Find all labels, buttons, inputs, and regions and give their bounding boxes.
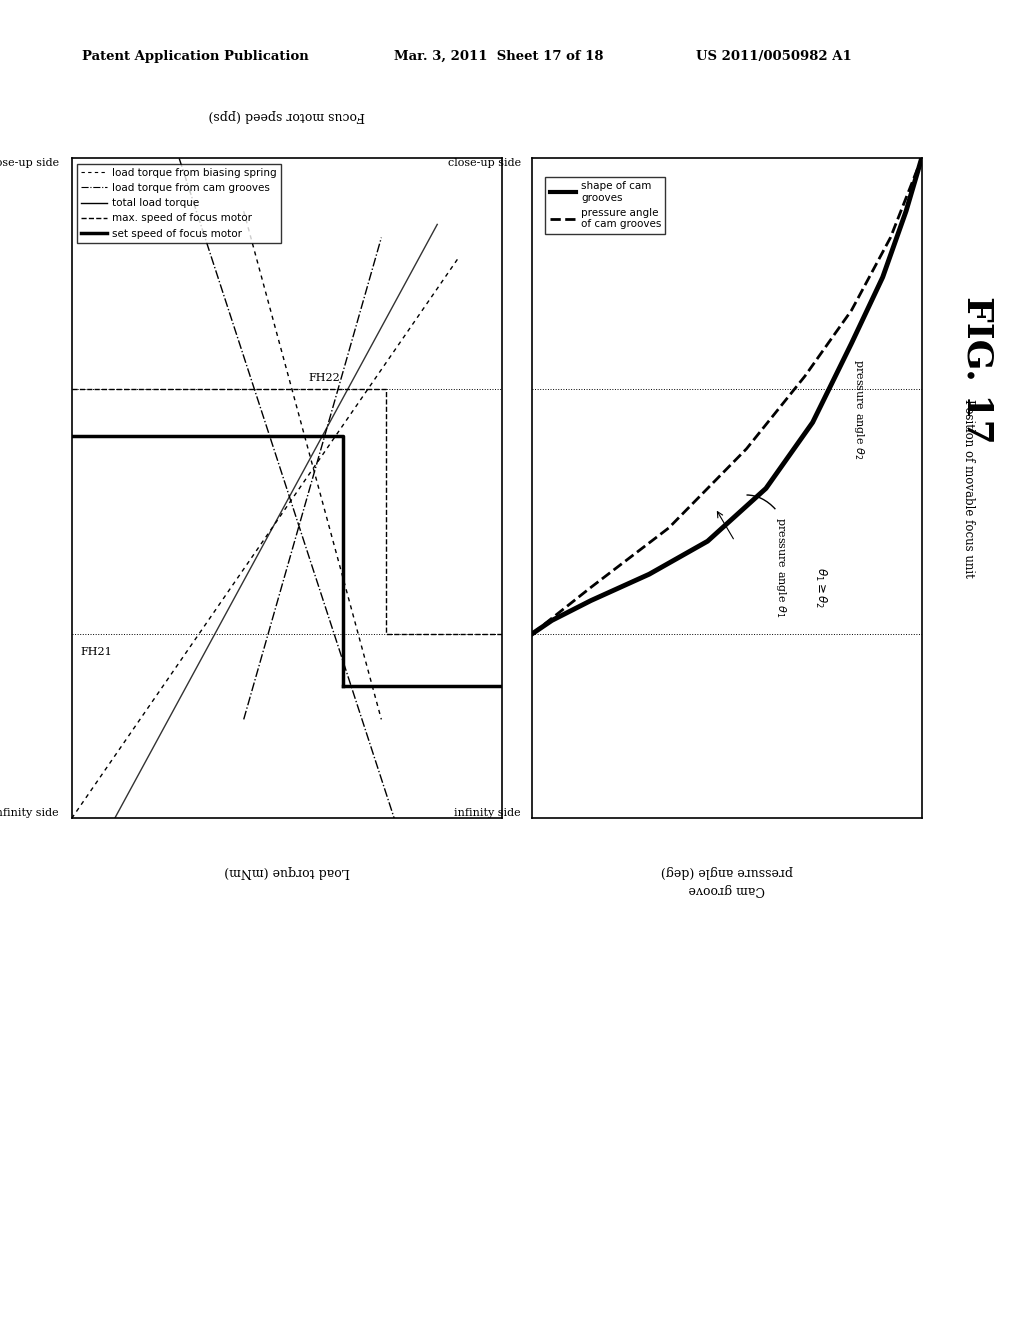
Legend: load torque from biasing spring, load torque from cam grooves, total load torque: load torque from biasing spring, load to… — [77, 164, 282, 243]
Text: Position of movable focus unit: Position of movable focus unit — [547, 399, 560, 578]
Text: Patent Application Publication: Patent Application Publication — [82, 50, 308, 63]
Text: Mar. 3, 2011  Sheet 17 of 18: Mar. 3, 2011 Sheet 17 of 18 — [394, 50, 604, 63]
Text: infinity side: infinity side — [0, 808, 58, 818]
Text: US 2011/0050982 A1: US 2011/0050982 A1 — [696, 50, 852, 63]
Text: pressure angle $\theta_2$: pressure angle $\theta_2$ — [852, 359, 865, 459]
Text: Focus motor speed (pps): Focus motor speed (pps) — [209, 110, 365, 123]
Text: $\theta_1 \geq \theta_2$: $\theta_1 \geq \theta_2$ — [813, 568, 827, 607]
Text: FH21: FH21 — [80, 647, 112, 657]
Text: infinity side: infinity side — [455, 808, 521, 818]
Text: Cam groove
pressure angle (deg): Cam groove pressure angle (deg) — [660, 865, 794, 895]
Text: Position of movable focus unit: Position of movable focus unit — [962, 399, 975, 578]
Text: close-up side: close-up side — [447, 158, 521, 169]
Text: FH22: FH22 — [308, 372, 340, 383]
Text: Load torque (mNm): Load torque (mNm) — [224, 865, 349, 878]
Text: FIG. 17: FIG. 17 — [961, 296, 995, 444]
Legend: shape of cam
grooves, pressure angle
of cam grooves: shape of cam grooves, pressure angle of … — [546, 177, 666, 234]
Text: close-up side: close-up side — [0, 158, 58, 169]
Text: pressure angle $\theta_1$: pressure angle $\theta_1$ — [774, 517, 787, 618]
